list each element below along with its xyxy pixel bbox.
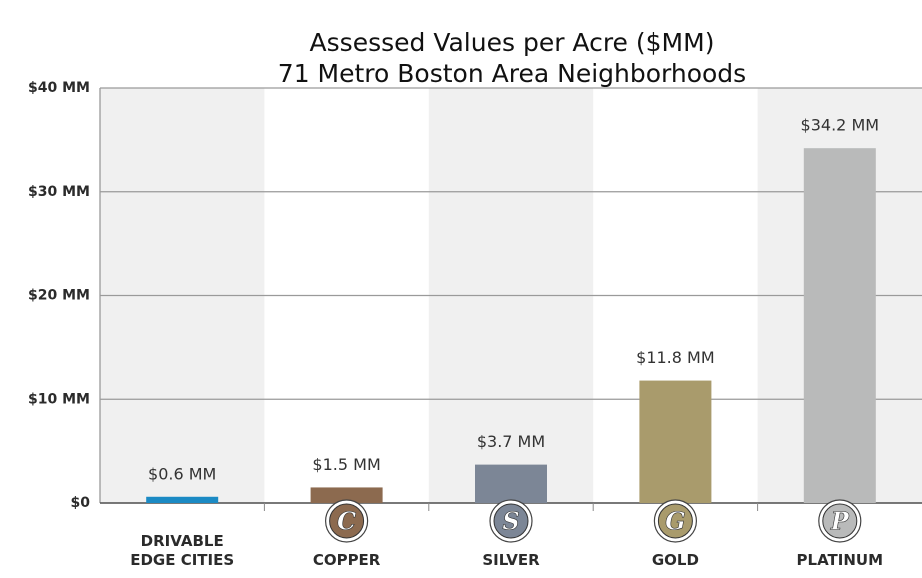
y-tick-label: $20 MM xyxy=(28,288,90,304)
y-tick-label: $30 MM xyxy=(28,184,90,200)
x-tick-label: PLATINUM xyxy=(796,551,884,569)
badge-inner xyxy=(493,503,529,539)
value-label: $1.5 MM xyxy=(312,455,380,474)
badge-inner xyxy=(657,503,693,539)
badge-letter: S xyxy=(502,507,519,536)
y-tick-label: $10 MM xyxy=(28,391,90,407)
value-label: $11.8 MM xyxy=(636,348,715,367)
bar xyxy=(639,380,712,503)
value-label: $3.7 MM xyxy=(477,432,545,451)
badge-inner xyxy=(329,503,365,539)
y-tick-label: $40 MM xyxy=(28,80,90,96)
badge: G xyxy=(653,499,698,543)
chart-subtitle: 71 Metro Boston Area Neighborhoods xyxy=(278,59,746,88)
x-tick-label: COPPER xyxy=(312,551,381,569)
bar xyxy=(310,487,383,503)
value-label: $34.2 MM xyxy=(801,116,880,135)
badge-letter: G xyxy=(665,507,686,536)
badge: P xyxy=(818,499,862,543)
x-tick-label: GOLD xyxy=(651,551,699,569)
bar xyxy=(803,148,876,504)
bar xyxy=(146,496,219,503)
badge-letter: C xyxy=(337,507,356,536)
y-tick-label: $0 xyxy=(71,495,91,511)
badge: S xyxy=(489,499,533,543)
value-label: $0.6 MM xyxy=(148,464,216,483)
chart-title: Assessed Values per Acre ($MM) xyxy=(310,28,715,57)
x-tick-label: SILVER xyxy=(482,551,540,569)
bar xyxy=(475,464,547,503)
badge: C xyxy=(325,499,369,543)
x-tick-label: DRIVABLE EDGE CITIES xyxy=(130,532,235,569)
badge-inner xyxy=(822,503,858,539)
badge-letter: P xyxy=(830,507,850,536)
